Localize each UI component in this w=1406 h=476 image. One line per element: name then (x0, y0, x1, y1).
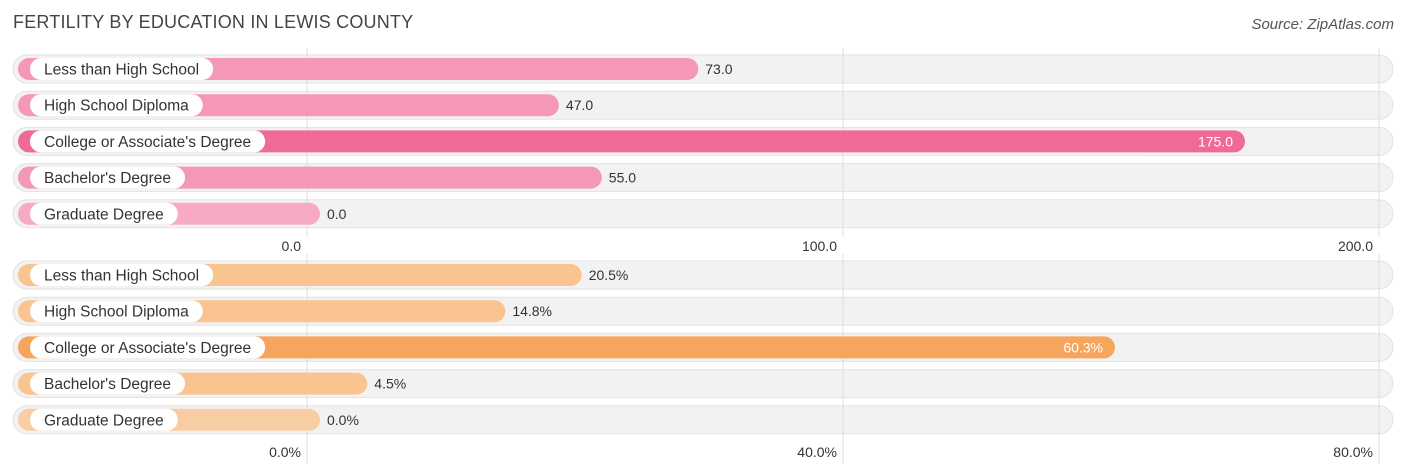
category-label-pill (30, 336, 266, 359)
category-label: Less than High School (44, 62, 199, 79)
category-label-pill (30, 372, 186, 395)
category-label-pill (30, 300, 203, 323)
category-label-pill (30, 264, 214, 286)
value-label: 60.3% (1063, 339, 1103, 355)
row-background (12, 199, 1394, 229)
category-label-pill (30, 202, 178, 225)
axis-tick-label: 100.0 (802, 238, 837, 254)
axis-tick-label: 80.0% (1333, 444, 1373, 460)
category-label: Graduate Degree (44, 206, 164, 223)
value-label: 55.0 (609, 170, 636, 186)
bar (18, 130, 1245, 153)
axis-tick-label: 40.0% (797, 444, 837, 460)
chart-title: FERTILITY BY EDUCATION IN LEWIS COUNTY (13, 12, 414, 32)
bar (18, 336, 1116, 359)
value-label: 0.0% (327, 412, 359, 428)
category-label-pill (30, 130, 266, 153)
source-label: Source: ZipAtlas.com (1251, 16, 1394, 33)
value-label: 20.5% (589, 267, 629, 283)
category-label-pill (30, 94, 203, 117)
value-label: 47.0 (566, 97, 593, 113)
value-label: 14.8% (512, 303, 552, 319)
category-label: College or Associate's Degree (44, 340, 251, 357)
value-label: 4.5% (374, 376, 406, 392)
row-background (12, 405, 1394, 435)
category-label: Less than High School (44, 268, 199, 285)
value-label: 73.0 (705, 61, 732, 77)
axis-tick-label: 200.0 (1338, 238, 1373, 254)
category-label: Bachelor's Degree (44, 376, 171, 393)
category-label: Graduate Degree (44, 412, 164, 429)
axis-tick-label: 0.0 (282, 238, 302, 254)
value-label: 0.0 (327, 206, 347, 222)
chart-panel-2: Less than High School 20.5% High School Di… (12, 254, 1394, 464)
category-label: College or Associate's Degree (44, 134, 251, 151)
chart-panel-1: Less than High School 73.0 High School Dip… (12, 48, 1394, 254)
category-label-pill (30, 166, 186, 189)
category-label-pill (30, 408, 178, 431)
category-label: High School Diploma (44, 304, 189, 321)
value-label: 175.0 (1198, 133, 1233, 149)
axis-tick-label: 0.0% (269, 444, 301, 460)
category-label: Bachelor's Degree (44, 170, 171, 187)
category-label-pill (30, 58, 214, 80)
category-label: High School Diploma (44, 98, 189, 115)
